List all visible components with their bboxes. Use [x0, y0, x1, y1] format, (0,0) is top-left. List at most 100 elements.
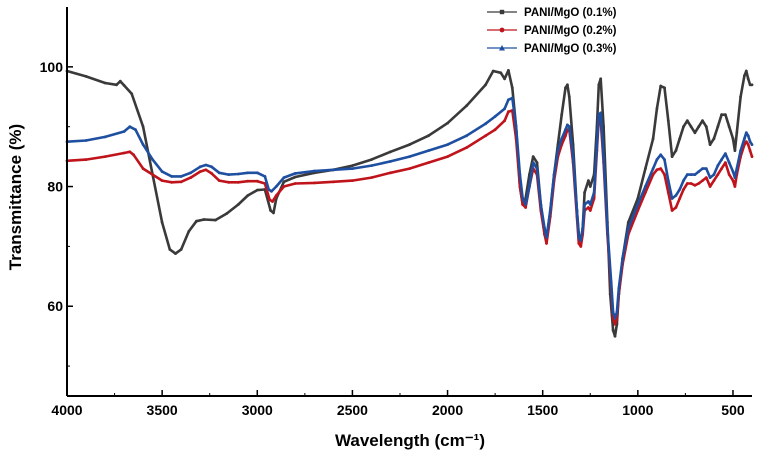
data-point	[716, 164, 720, 168]
data-point	[746, 143, 750, 147]
data-point	[606, 227, 609, 230]
data-point	[446, 143, 449, 147]
data-point	[130, 92, 134, 96]
data-point	[510, 86, 514, 90]
data-point	[408, 143, 411, 147]
data-point	[731, 170, 735, 174]
data-point	[118, 79, 122, 83]
data-point	[103, 155, 107, 159]
data-point	[507, 98, 510, 102]
data-point	[268, 198, 271, 202]
x-tick-label: 4000	[51, 402, 82, 418]
data-point	[744, 131, 748, 135]
x-tick-label: 3000	[242, 402, 273, 418]
data-point	[739, 95, 742, 99]
data-point	[701, 179, 704, 183]
data-point	[351, 179, 354, 183]
data-point	[666, 179, 670, 183]
data-point	[693, 131, 697, 135]
data-point	[708, 176, 712, 180]
data-point	[514, 125, 518, 129]
data-point	[697, 125, 701, 129]
data-point	[611, 328, 615, 332]
data-point	[293, 172, 297, 175]
data-point	[545, 236, 548, 239]
y-tick-label: 80	[47, 179, 63, 195]
data-point	[84, 158, 88, 162]
data-point	[484, 122, 487, 126]
data-point	[567, 125, 571, 129]
data-point	[179, 248, 183, 251]
data-point	[744, 140, 748, 144]
data-point	[615, 310, 619, 314]
data-point	[179, 175, 183, 178]
data-point	[141, 125, 145, 129]
data-point	[217, 171, 221, 175]
data-point	[727, 161, 731, 165]
data-point	[750, 155, 754, 159]
data-point	[663, 173, 666, 177]
data-point	[493, 115, 497, 118]
data-point	[332, 180, 335, 184]
data-point	[227, 180, 231, 184]
data-point	[566, 123, 569, 127]
data-point	[210, 172, 214, 175]
data-point	[613, 316, 617, 320]
data-point	[255, 179, 259, 183]
data-point	[560, 137, 564, 141]
data-point	[678, 188, 682, 191]
data-point	[644, 191, 647, 194]
legend-label: PANI/MgO (0.1%)	[524, 7, 617, 19]
legend-item: PANI/MgO (0.2%)	[487, 25, 617, 37]
ticks-layer: 4000 3500 3000 2500 2000 1500 1000 500 60 80 100	[40, 59, 745, 418]
data-point	[539, 203, 543, 206]
data-point	[564, 128, 567, 132]
x-tick-label: 1000	[622, 402, 653, 418]
data-point	[587, 206, 590, 209]
data-point	[744, 69, 748, 73]
data-point	[599, 77, 603, 81]
data-point	[282, 185, 286, 188]
data-point	[597, 113, 601, 117]
data-point	[168, 248, 172, 251]
x-tick-label: 500	[721, 402, 745, 418]
data-point	[588, 209, 592, 212]
data-point	[122, 84, 126, 87]
data-point	[195, 219, 198, 223]
data-point	[491, 69, 495, 73]
data-point	[583, 191, 586, 194]
data-point	[682, 125, 685, 129]
data-point	[189, 176, 193, 180]
data-point	[122, 130, 126, 133]
data-point	[739, 149, 742, 153]
data-point	[332, 168, 335, 172]
data-point	[587, 200, 590, 203]
data-point	[552, 173, 556, 177]
data-point	[689, 173, 693, 177]
legend-label: PANI/MgO (0.3%)	[524, 43, 617, 55]
data-point	[236, 180, 240, 184]
data-point	[493, 128, 497, 132]
data-point	[577, 236, 581, 239]
data-point	[204, 163, 208, 167]
data-point	[272, 211, 275, 215]
data-point	[267, 188, 271, 191]
data-point	[293, 182, 297, 185]
data-point	[682, 179, 685, 183]
data-point	[746, 134, 750, 138]
data-point	[524, 206, 527, 209]
data-point	[587, 179, 590, 183]
data-point	[636, 209, 640, 212]
data-point	[521, 203, 525, 206]
x-axis-title: Wavelength (cm⁻¹)	[335, 431, 485, 450]
data-point	[293, 175, 297, 179]
data-point	[427, 149, 430, 153]
data-point	[617, 286, 621, 290]
data-point	[198, 165, 202, 169]
data-point	[644, 185, 647, 188]
data-point	[704, 176, 708, 180]
data-point	[189, 171, 193, 175]
data-point	[575, 209, 579, 212]
data-point	[103, 135, 107, 139]
data-point	[599, 111, 603, 115]
